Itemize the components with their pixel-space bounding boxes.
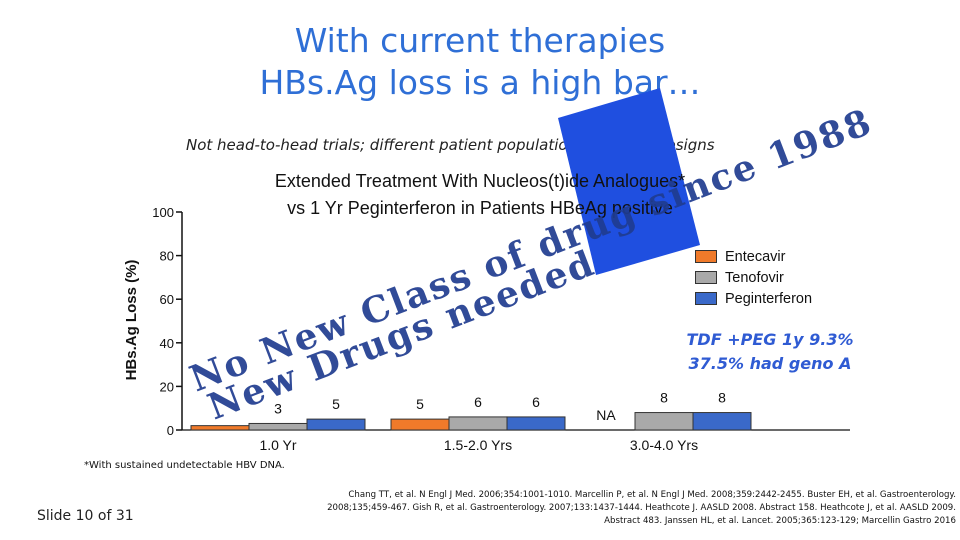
reference-line-1: Chang TT, et al. N Engl J Med. 2006;354:… (348, 490, 956, 500)
legend-swatch-tenofovir (695, 271, 717, 284)
y-tick-label: 0 (167, 423, 174, 438)
x-category-label: 1.0 Yr (259, 437, 296, 453)
reference-line-2: 2008;135;459-467. Gish R, et al. Gastroe… (327, 503, 956, 513)
data-label: 8 (718, 390, 726, 406)
data-label: 6 (532, 394, 540, 410)
note-line-1: TDF +PEG 1y 9.3% (686, 330, 854, 349)
legend-swatch-entecavir (695, 250, 717, 263)
references: Chang TT, et al. N Engl J Med. 2006;354:… (300, 489, 956, 528)
legend-item-tenofovir: Tenofovir (695, 267, 812, 288)
bar (448, 416, 508, 431)
note-line-2: 37.5% had geno A (688, 354, 852, 373)
y-tick-label: 80 (160, 249, 174, 264)
y-tick-label: 100 (152, 205, 174, 220)
bar (506, 416, 566, 431)
y-tick-label: 20 (160, 379, 174, 394)
footnote: *With sustained undetectable HBV DNA. (84, 460, 285, 471)
bar (390, 418, 450, 431)
data-label: 6 (474, 394, 482, 410)
bar (692, 412, 752, 431)
legend-label-entecavir: Entecavir (725, 248, 786, 265)
chart-title-line-2: vs 1 Yr Peginterferon in Patients HBeAg … (287, 198, 673, 218)
legend-item-entecavir: Entecavir (695, 246, 812, 267)
data-label: 8 (660, 390, 668, 406)
data-label: NA (596, 407, 616, 423)
legend-label-tenofovir: Tenofovir (725, 269, 784, 286)
legend-label-peginterferon: Peginterferon (725, 290, 813, 307)
legend: Entecavir Tenofovir Peginterferon (695, 246, 812, 309)
data-label: 3 (274, 400, 282, 416)
bar (634, 412, 694, 431)
y-tick-label: 40 (160, 336, 174, 351)
y-tick-label: 60 (160, 292, 174, 307)
data-label: 5 (332, 396, 340, 412)
bar (306, 418, 366, 431)
bar (190, 425, 250, 431)
overlay-line-2: New Drugs needed (202, 242, 601, 428)
x-category-label: 3.0-4.0 Yrs (630, 437, 698, 453)
slide-number: Slide 10 of 31 (37, 508, 134, 524)
legend-item-peginterferon: Peginterferon (695, 288, 812, 309)
reference-line-3: Abstract 483. Janssen HL, et al. Lancet.… (604, 516, 956, 526)
data-label: 5 (416, 396, 424, 412)
slide-title-line-1: With current therapies (294, 21, 666, 60)
legend-swatch-peginterferon (695, 292, 717, 305)
x-category-label: 1.5-2.0 Yrs (444, 437, 512, 453)
slide-title-line-2: HBs.Ag loss is a high bar… (259, 63, 701, 102)
bar (248, 422, 308, 431)
subtitle: Not head-to-head trials; different patie… (186, 136, 715, 154)
chart-title-line-1: Extended Treatment With Nucleos(t)ide An… (274, 171, 686, 191)
y-axis-label: HBs.Ag Loss (%) (123, 260, 140, 381)
